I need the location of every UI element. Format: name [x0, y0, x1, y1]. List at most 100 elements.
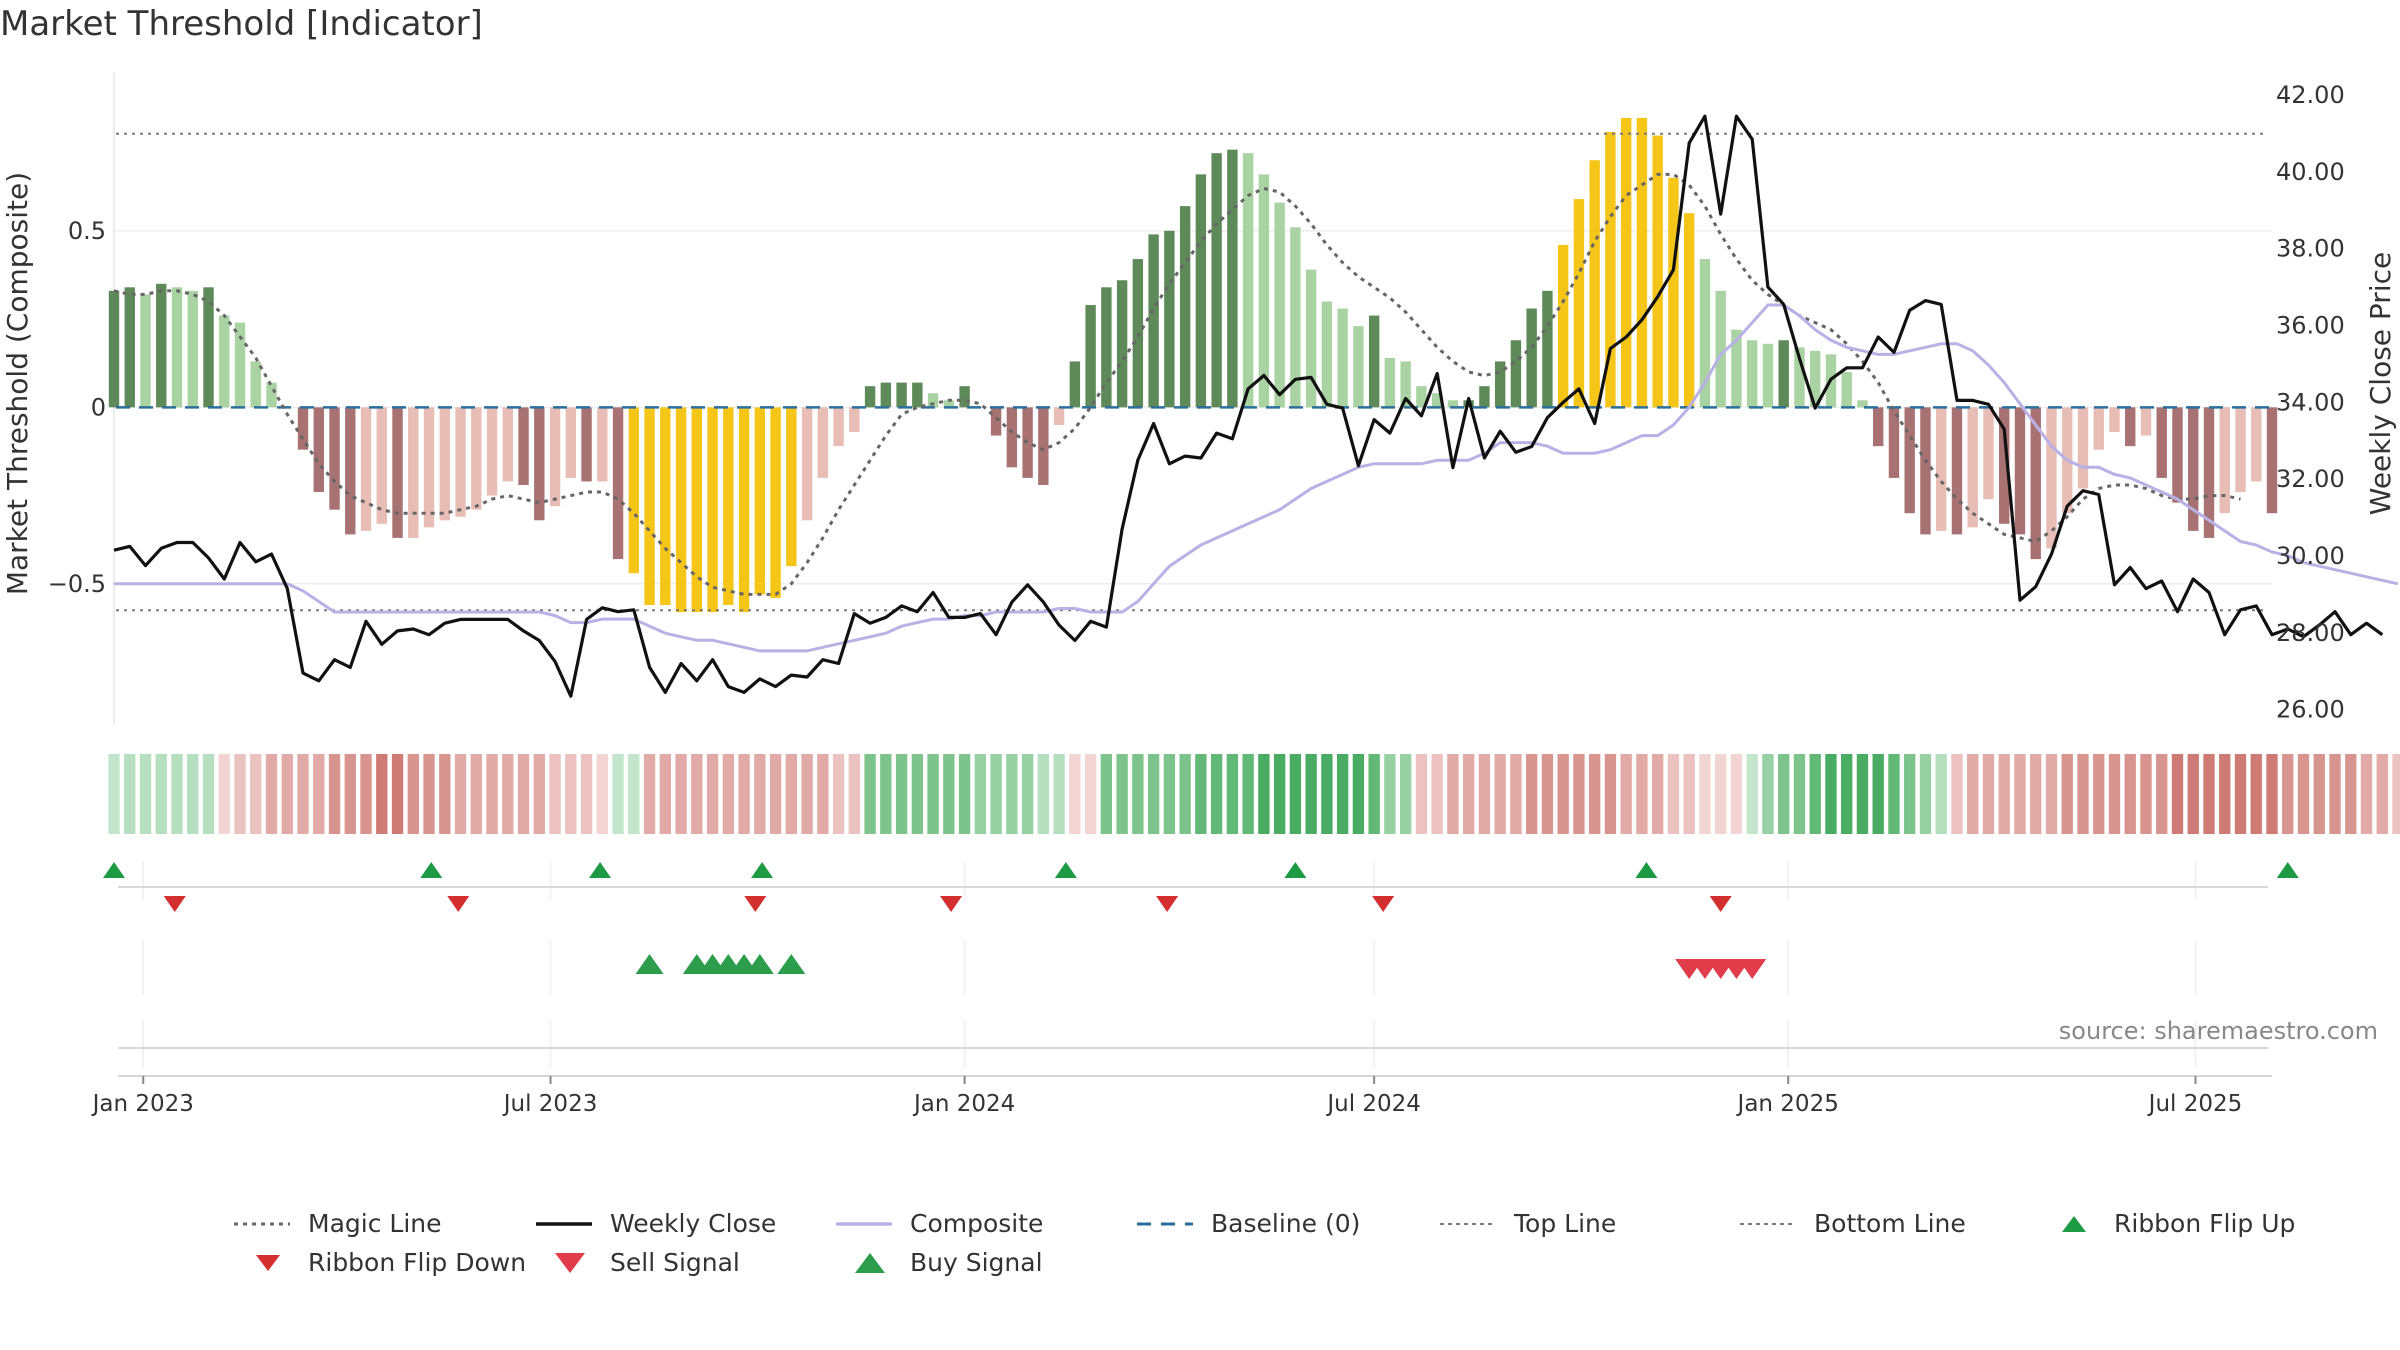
right-tick-label: 34.00	[2276, 388, 2345, 416]
ribbon-cell	[533, 754, 545, 834]
composite-bar	[691, 407, 703, 613]
ribbon-cell	[439, 754, 451, 834]
composite-bar	[329, 407, 340, 510]
composite-bar	[1715, 290, 1726, 408]
composite-bar	[1384, 357, 1396, 408]
composite-bar	[2093, 407, 2104, 450]
legend-item: Top Line	[1440, 1209, 1616, 1238]
ribbon-cell	[1289, 754, 1302, 834]
legend-label: Magic Line	[308, 1209, 442, 1238]
ribbon-cell	[1053, 754, 1065, 834]
composite-bar	[1668, 177, 1679, 408]
composite-bar	[1400, 361, 1411, 408]
composite-bar	[896, 382, 907, 408]
composite-bar	[1794, 347, 1805, 408]
ribbon-cell	[769, 754, 782, 834]
composite-bar	[1951, 407, 1963, 535]
composite-bar	[203, 287, 214, 408]
composite-bar	[1116, 280, 1128, 408]
composite-bar	[1195, 174, 1207, 408]
composite-bar	[581, 407, 592, 482]
ribbon-cell	[297, 754, 309, 834]
composite-bar	[1101, 287, 1112, 408]
ribbon-cell	[691, 754, 703, 834]
right-tick-label: 36.00	[2276, 312, 2345, 340]
ribbon-cell	[1210, 754, 1223, 834]
ribbon-cell	[2234, 754, 2247, 834]
ribbon-cell	[1541, 754, 1554, 834]
ribbon-cell	[1841, 754, 1853, 834]
ribbon-cell	[596, 754, 608, 834]
composite-line	[114, 303, 2399, 653]
composite-bar	[2172, 407, 2183, 503]
legend-label: Ribbon Flip Down	[308, 1248, 526, 1277]
composite-bar	[644, 407, 655, 605]
ribbon-cell	[1589, 754, 1601, 834]
ribbon-cell	[360, 754, 372, 834]
composite-bar	[486, 407, 498, 496]
ribbon-cell	[1415, 754, 1428, 834]
ribbon-cell	[2124, 754, 2136, 834]
ribbon-cell	[2376, 754, 2388, 834]
composite-bar	[1809, 350, 1821, 408]
ribbon-cell	[1557, 754, 1569, 834]
ribbon-cell	[1368, 754, 1380, 834]
ribbon-cell	[1825, 754, 1837, 834]
composite-bar	[786, 407, 797, 567]
right-tick-label: 26.00	[2276, 696, 2345, 724]
right-tick-label: 38.00	[2276, 235, 2345, 263]
right-tick-label: 42.00	[2276, 81, 2345, 109]
ribbon-cell	[2077, 754, 2089, 834]
ribbon-cell	[1762, 754, 1774, 834]
ribbon-cell	[2156, 754, 2168, 834]
ribbon-flip-down-marker	[744, 896, 767, 912]
composite-bar	[1290, 227, 1301, 408]
ribbon-cell	[785, 754, 797, 834]
composite-bar	[1888, 407, 1900, 478]
composite-bar	[1526, 308, 1537, 408]
composite-bar	[1999, 407, 2010, 524]
legend-label: Ribbon Flip Up	[2114, 1209, 2295, 1238]
ribbon-cell	[643, 754, 656, 834]
composite-bar	[1353, 326, 1364, 408]
x-tick-label: Jul 2024	[1325, 1091, 1421, 1117]
ribbon-cell	[848, 754, 861, 834]
composite-bar	[660, 407, 671, 605]
ribbon-cell	[1478, 754, 1491, 834]
ribbon-cell	[817, 754, 829, 834]
ribbon-cell	[2250, 754, 2262, 834]
ribbon-cell	[1667, 754, 1680, 834]
left-tick-label: 0	[91, 393, 106, 421]
legend: Magic Line Weekly Close Composite Baseline …	[234, 1209, 2295, 1277]
legend-label: Composite	[910, 1209, 1043, 1238]
grid-layer	[112, 72, 2272, 1068]
ribbon-cell	[281, 754, 293, 834]
ribbon-cell	[2187, 754, 2199, 834]
composite-bar	[1368, 315, 1380, 408]
ribbon-cell	[265, 754, 278, 834]
ribbon-cell	[1084, 754, 1097, 834]
right-tick-label: 30.00	[2276, 542, 2345, 570]
composite-bar	[1967, 407, 1978, 528]
ribbon-cell	[313, 754, 325, 834]
ribbon-cell	[1226, 754, 1239, 834]
ribbon-cell	[1746, 754, 1758, 834]
ribbon-cell	[344, 754, 356, 834]
composite-bar	[219, 315, 230, 408]
ribbon-flip-down-marker	[447, 896, 470, 912]
legend-item: Baseline (0)	[1137, 1209, 1360, 1238]
right-tick-label: 40.00	[2276, 158, 2345, 186]
ribbon-cell	[1904, 754, 1916, 834]
ribbon-cell	[895, 754, 908, 834]
composite-bar	[108, 290, 120, 408]
composite-bar	[1762, 343, 1774, 408]
legend-item: Magic Line	[234, 1209, 442, 1238]
ribbon-cell	[1982, 754, 1995, 834]
composite-bar	[738, 407, 750, 613]
ribbon-cell	[1636, 754, 1648, 834]
x-tick-label: Jan 2024	[912, 1091, 1015, 1117]
ribbon-cell	[2030, 754, 2042, 834]
ribbon-flip-up-marker	[420, 862, 443, 878]
ribbon-cell	[1447, 754, 1459, 834]
ribbon-cell	[1384, 754, 1396, 834]
